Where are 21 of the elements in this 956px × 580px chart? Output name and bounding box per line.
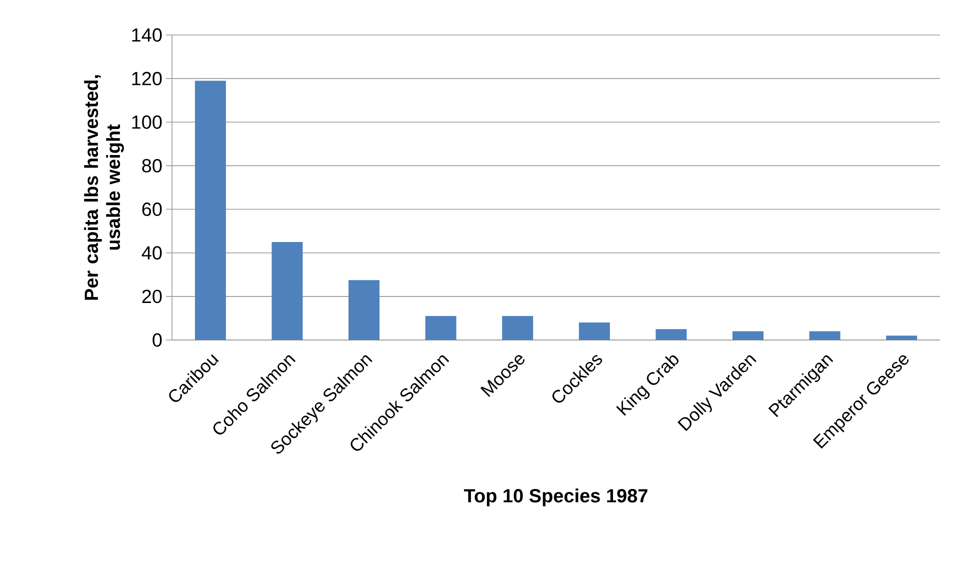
x-tick-label: King Crab xyxy=(616,355,679,416)
bar xyxy=(502,316,534,340)
y-tick-label: 120 xyxy=(132,72,162,86)
bar xyxy=(886,336,918,340)
y-tick-label: 60 xyxy=(142,202,162,216)
y-tick-label: 140 xyxy=(132,28,162,42)
bar xyxy=(194,80,226,340)
bar xyxy=(425,316,456,340)
bar xyxy=(348,280,380,340)
bar xyxy=(272,242,303,340)
y-tick-label: 40 xyxy=(142,246,162,260)
y-tick-label: 20 xyxy=(142,290,162,304)
y-axis-title: Per capita lbs harvested, usable weight xyxy=(84,75,124,300)
y-tick-label: 80 xyxy=(142,158,162,172)
y-tick-label: 100 xyxy=(132,115,162,129)
bar xyxy=(656,329,687,340)
x-axis-title: Top 10 Species 1987 xyxy=(464,488,648,506)
y-tick-label: 0 xyxy=(152,333,162,347)
bar xyxy=(809,331,840,340)
bar xyxy=(732,331,764,340)
bar xyxy=(578,322,610,340)
